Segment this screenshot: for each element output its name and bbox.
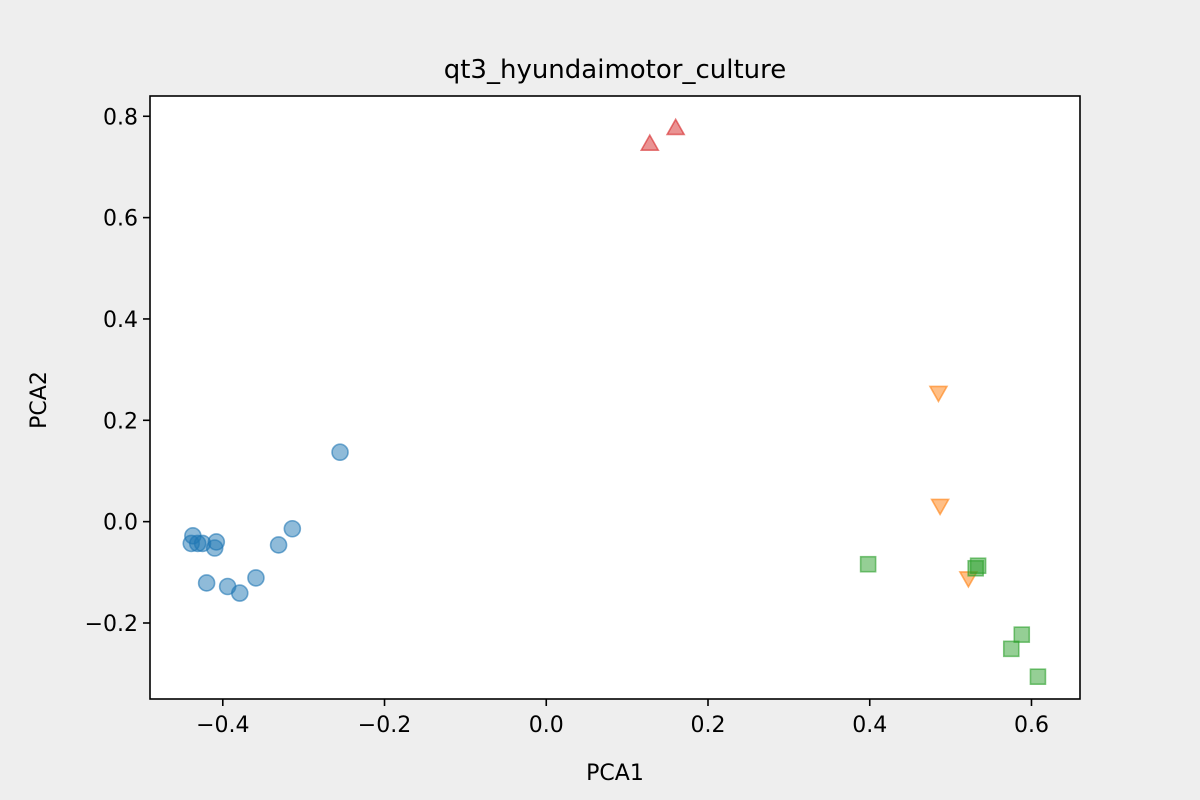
x-tick-label: 0.6	[1014, 713, 1049, 738]
data-point-triangle-down	[928, 385, 949, 404]
plot-frame	[149, 95, 1081, 700]
y-axis-label: PCA2	[27, 371, 52, 429]
data-point-circle	[230, 584, 249, 602]
chart-title: qt3_hyundaimotor_culture	[444, 55, 787, 85]
y-tick-label: 0.8	[103, 105, 138, 130]
data-point-square	[1002, 640, 1020, 658]
data-point-circle	[283, 519, 302, 538]
y-axis-ticks: −0.2 0.0 0.2 0.4 0.6 0.8	[85, 105, 150, 637]
data-point-circle	[207, 533, 226, 551]
data-point-triangle-down	[930, 498, 950, 517]
x-tick-label: 0.0	[529, 713, 564, 738]
x-tick-label: −0.2	[358, 713, 411, 738]
x-tick-label: −0.4	[196, 713, 249, 738]
data-points	[182, 117, 1047, 686]
data-point-circle	[197, 574, 216, 592]
plot-area	[150, 96, 1080, 699]
data-point-square	[1029, 668, 1047, 686]
x-axis-label: PCA1	[586, 761, 644, 786]
y-tick-label: 0.2	[103, 409, 138, 434]
data-point-square	[1013, 626, 1031, 643]
data-point-triangle-up	[639, 133, 660, 151]
y-tick-label: −0.2	[85, 612, 138, 637]
x-tick-label: 0.4	[852, 713, 887, 738]
data-point-square	[859, 555, 877, 573]
data-point-circle	[331, 443, 349, 462]
data-point-circle	[247, 569, 265, 587]
y-tick-label: 0.6	[103, 207, 138, 232]
y-tick-label: 0.4	[103, 308, 138, 333]
x-tick-label: 0.2	[691, 713, 726, 738]
data-point-square	[969, 557, 987, 575]
data-point-circle	[269, 536, 288, 554]
y-tick-label: 0.0	[103, 511, 138, 536]
data-point-triangle-up	[665, 117, 686, 136]
x-axis-ticks: −0.4 −0.2 0.0 0.2 0.4 0.6	[196, 699, 1049, 738]
